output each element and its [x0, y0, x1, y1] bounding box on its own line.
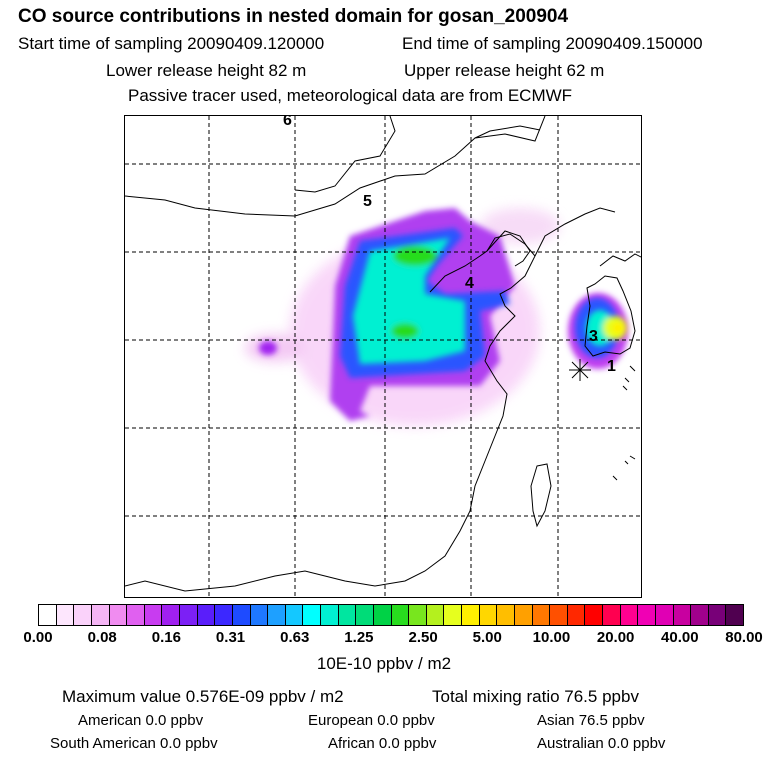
- colorbar-swatch: [514, 605, 533, 625]
- colorbar-swatch: [567, 605, 586, 625]
- colorbar-swatch: [708, 605, 727, 625]
- colorbar-swatch: [39, 605, 57, 625]
- colorbar-swatch: [620, 605, 639, 625]
- south-american-label: South American 0.0 ppbv: [50, 735, 218, 752]
- total-mixing-label: Total mixing ratio 76.5 ppbv: [432, 687, 639, 706]
- colorbar-swatch: [144, 605, 163, 625]
- max-value-label: Maximum value 0.576E-09 ppbv / m2: [62, 687, 344, 706]
- colorbar-tick-label: 0.00: [23, 629, 53, 646]
- plot-title: CO source contributions in nested domain…: [18, 6, 569, 27]
- colorbar-swatch: [338, 605, 357, 625]
- colorbar-swatch: [285, 605, 304, 625]
- coastlines: [125, 116, 641, 592]
- colorbar-tick-label: 5.00: [472, 629, 502, 646]
- map-svg: [125, 116, 641, 597]
- colorbar-swatch: [673, 605, 692, 625]
- lower-release-label: Lower release height 82 m: [106, 61, 307, 80]
- colorbar-swatch: [197, 605, 216, 625]
- colorbar-swatch: [638, 605, 656, 625]
- grid-lines: [125, 116, 641, 597]
- colorbar-units: 10E-10 ppbv / m2: [316, 654, 452, 673]
- colorbar-tick-label: 40.00: [661, 629, 699, 646]
- colorbar-swatch: [391, 605, 410, 625]
- colorbar-swatch: [426, 605, 445, 625]
- colorbar-swatch: [91, 605, 110, 625]
- colorbar-swatch: [232, 605, 251, 625]
- colorbar-swatch: [462, 605, 480, 625]
- colorbar-swatch: [215, 605, 233, 625]
- colorbar-swatch: [356, 605, 374, 625]
- american-label: American 0.0 ppbv: [78, 712, 204, 729]
- colorbar-tick-label: 0.63: [280, 629, 310, 646]
- map-label-1: 1: [607, 358, 616, 375]
- end-time-label: End time of sampling 20090409.150000: [402, 34, 703, 53]
- colorbar-tick-label: 2.50: [408, 629, 438, 646]
- asian-label: Asian 76.5 ppbv: [537, 712, 645, 729]
- colorbar: [38, 604, 744, 626]
- european-label: European 0.0 ppbv: [308, 712, 435, 729]
- colorbar-tick-label: 1.25: [344, 629, 374, 646]
- colorbar-swatch: [268, 605, 286, 625]
- colorbar-swatch: [479, 605, 498, 625]
- colorbar-swatch: [180, 605, 198, 625]
- colorbar-swatch: [532, 605, 551, 625]
- colorbar-swatch: [321, 605, 339, 625]
- colorbar-swatch: [250, 605, 269, 625]
- colorbar-swatch: [550, 605, 568, 625]
- map-panel: 6 5 4 3 1: [124, 115, 642, 598]
- colorbar-swatch: [127, 605, 145, 625]
- map-label-5: 5: [363, 193, 372, 210]
- colorbar-tick-label: 0.08: [87, 629, 117, 646]
- map-label-4: 4: [465, 275, 474, 292]
- colorbar-swatch: [109, 605, 128, 625]
- colorbar-swatch: [56, 605, 75, 625]
- colorbar-swatch: [409, 605, 427, 625]
- start-time-label: Start time of sampling 20090409.120000: [18, 34, 325, 53]
- station-marker-icon: [569, 359, 591, 381]
- colorbar-swatch: [585, 605, 603, 625]
- colorbar-swatch: [655, 605, 674, 625]
- colorbar-swatch: [497, 605, 515, 625]
- colorbar-swatch: [303, 605, 321, 625]
- colorbar-swatch: [162, 605, 180, 625]
- african-label: African 0.0 ppbv: [328, 735, 437, 752]
- colorbar-swatch: [603, 605, 621, 625]
- map-label-6: 6: [283, 115, 292, 129]
- colorbar-tick-label: 20.00: [596, 629, 635, 646]
- colorbar-swatch: [726, 605, 743, 625]
- colorbar-tick-label: 0.31: [215, 629, 246, 646]
- upper-release-label: Upper release height 62 m: [404, 61, 605, 80]
- colorbar-swatch: [373, 605, 392, 625]
- colorbar-tick-label: 80.00: [725, 629, 763, 646]
- plume-cyan: [353, 238, 627, 364]
- colorbar-tick-label: 0.16: [151, 629, 181, 646]
- colorbar-swatch: [691, 605, 709, 625]
- map-label-3: 3: [589, 328, 598, 345]
- info-label: Passive tracer used, meteorological data…: [128, 86, 573, 105]
- colorbar-tick-label: 10.00: [532, 629, 571, 646]
- australian-label: Australian 0.0 ppbv: [537, 735, 666, 752]
- colorbar-swatch: [74, 605, 92, 625]
- colorbar-swatch: [444, 605, 462, 625]
